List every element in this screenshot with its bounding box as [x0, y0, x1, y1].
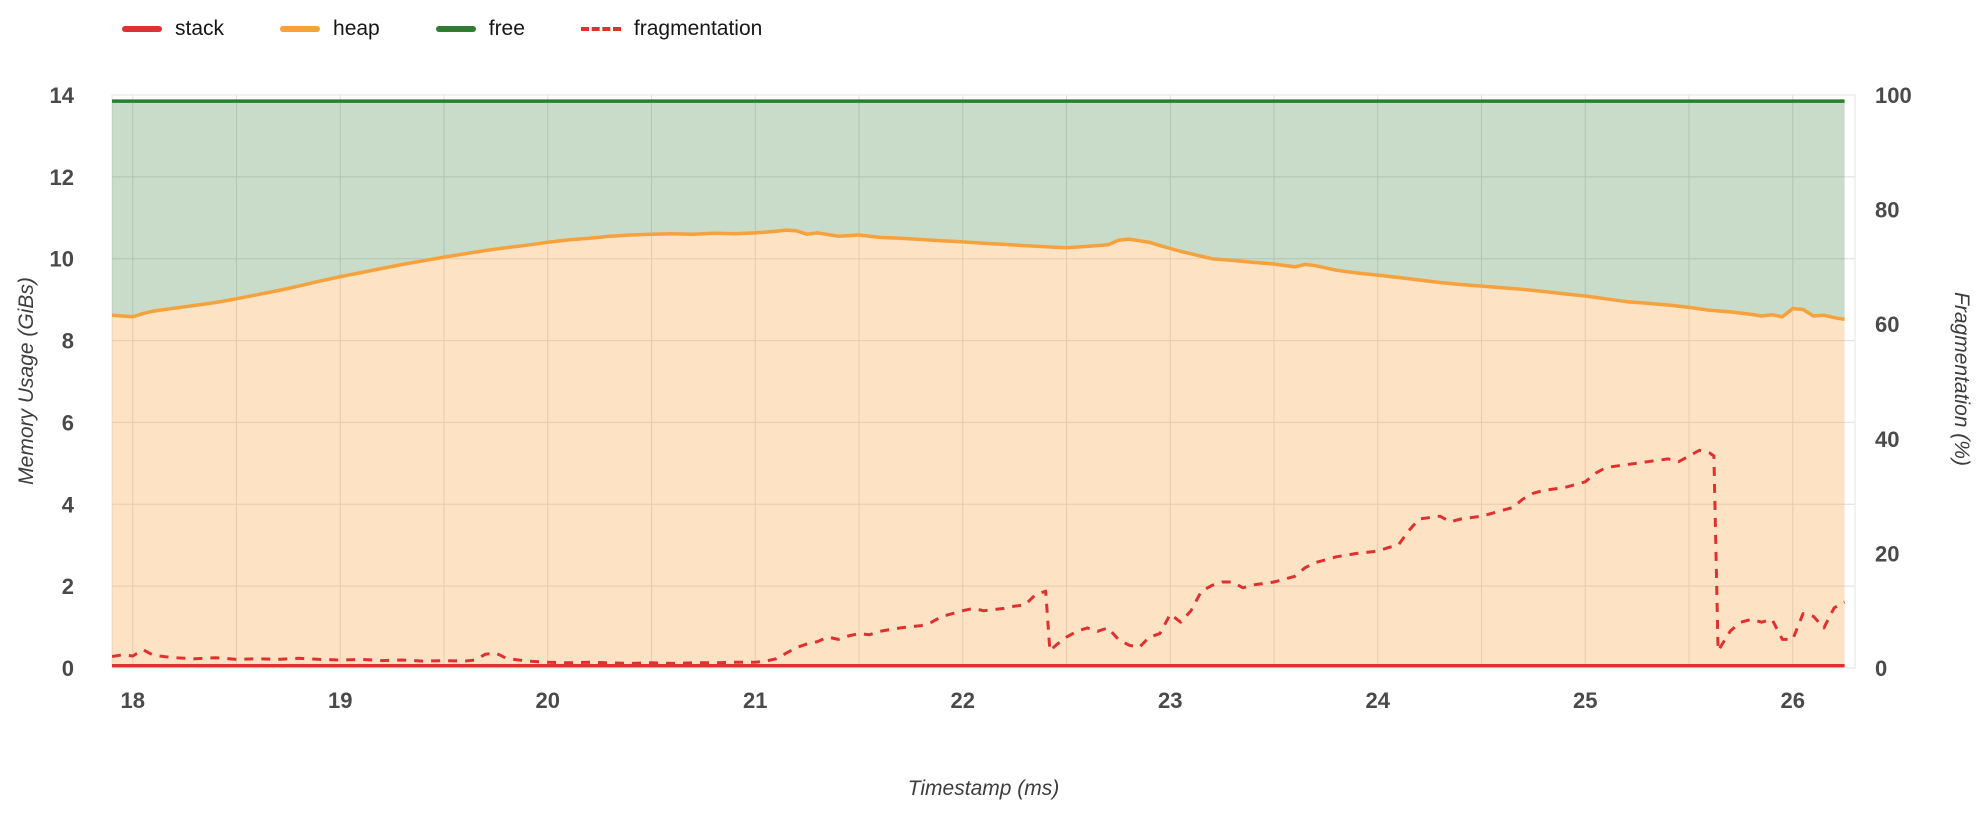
- tick-labels: 18 19 20 21 22 23 24 25 260246810121402040608010…: [50, 83, 1912, 713]
- x-axis-title: Timestamp (ms): [907, 777, 1060, 800]
- legend-item-heap[interactable]: heap: [280, 18, 380, 39]
- x-tick-label: 26: [1781, 688, 1805, 713]
- y-left-tick-label: 4: [62, 492, 75, 517]
- series-layer: [112, 99, 1846, 668]
- gridlines: [111, 94, 1856, 669]
- fragmentation-line: [112, 448, 1846, 665]
- legend-item-free[interactable]: free: [435, 17, 525, 40]
- y-left-tick-label: 8: [62, 329, 74, 354]
- x-tick-label: 20: [536, 688, 560, 713]
- y-left-tick-label: 10: [50, 247, 74, 272]
- chart-legend: stack heap free fragmentation: [122, 18, 762, 39]
- y-right-tick-label: 40: [1875, 427, 1899, 452]
- x-tick-label: 18: [121, 688, 145, 713]
- stack-swatch-icon: [122, 25, 162, 32]
- y-right-tick-label: 60: [1875, 312, 1899, 337]
- y-right-tick-label: 80: [1875, 198, 1899, 223]
- heap-swatch-icon: [280, 25, 321, 32]
- legend-label: stack: [175, 17, 225, 40]
- x-tick-label: 25: [1573, 688, 1597, 713]
- y-right-tick-label: 100: [1875, 83, 1912, 108]
- x-tick-label: 24: [1366, 688, 1391, 713]
- fragmentation-swatch-icon: [580, 26, 621, 31]
- x-tick-label: 21: [743, 688, 767, 713]
- y-left-tick-label: 0: [62, 656, 74, 681]
- y-right-tick-label: 20: [1875, 541, 1899, 566]
- legend-item-stack[interactable]: stack: [122, 18, 224, 39]
- legend-label: heap: [333, 17, 380, 40]
- legend-item-fragmentation[interactable]: fragmentation: [580, 17, 763, 40]
- y-left-tick-label: 14: [50, 83, 75, 108]
- free-swatch-icon: [435, 25, 476, 32]
- heap-area: [112, 230, 1845, 668]
- free-area: [112, 101, 1845, 320]
- x-tick-label: 19: [328, 688, 352, 713]
- legend-label: fragmentation: [633, 17, 763, 40]
- y-left-tick-label: 6: [62, 410, 74, 435]
- y-left-tick-label: 2: [62, 574, 74, 599]
- right-axis-title: Fragmentation (%): [1950, 292, 1973, 466]
- left-axis-title: Memory Usage (GiBs): [15, 277, 38, 485]
- x-tick-label: 23: [1158, 688, 1182, 713]
- legend-label: free: [488, 17, 525, 40]
- y-right-tick-label: 0: [1875, 656, 1887, 681]
- heap-line: [112, 228, 1845, 322]
- y-left-tick-label: 12: [50, 165, 74, 190]
- x-tick-label: 22: [951, 688, 975, 713]
